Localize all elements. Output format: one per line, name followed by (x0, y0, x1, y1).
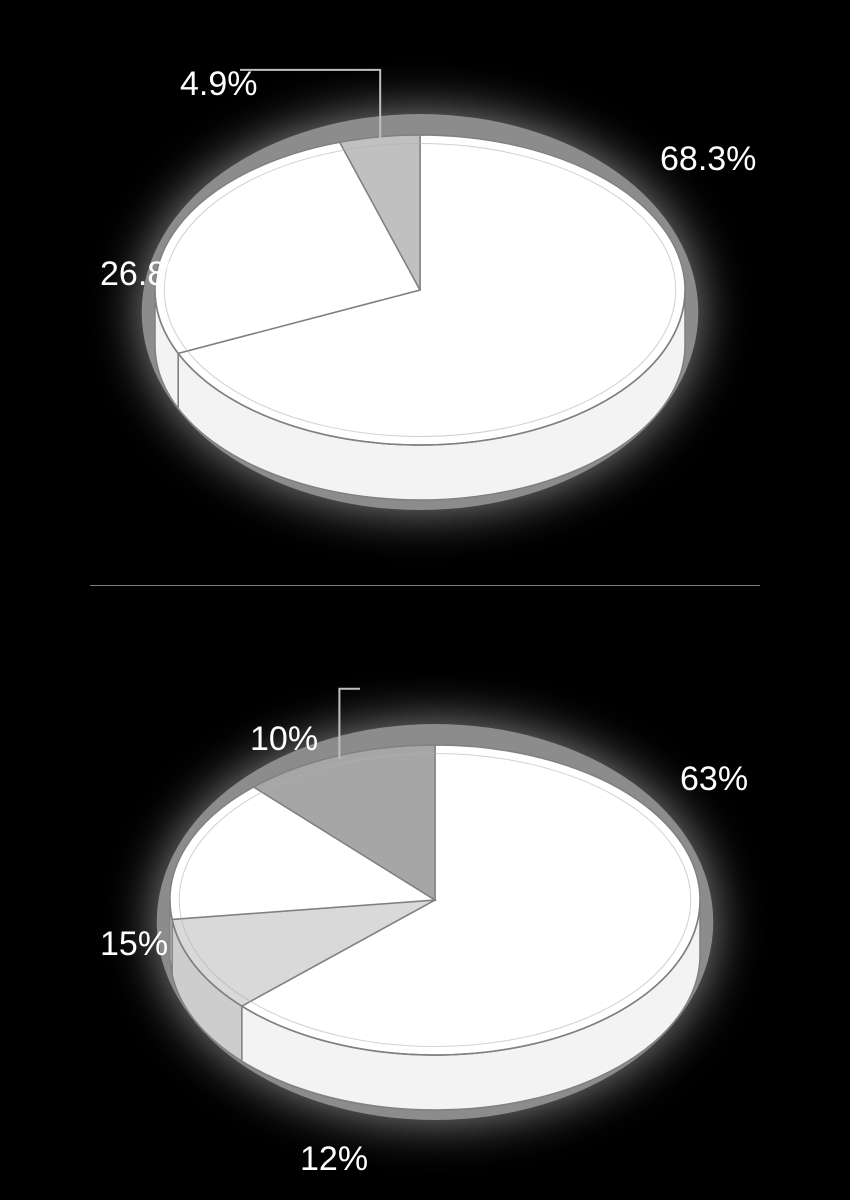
pie-bottom-label-1: 10% (250, 720, 318, 759)
chart-container: 68.3% 26.8% 4.9% 63% 10% 15% 12% (0, 0, 850, 1200)
pie-bottom-label-0: 63% (680, 760, 748, 799)
pie-top-label-2: 4.9% (180, 65, 258, 104)
pie-chart-bottom (0, 585, 850, 1200)
pie-top-label-1: 26.8% (100, 255, 196, 294)
pie-top-label-0: 68.3% (660, 140, 756, 179)
pie-bottom-label-3: 12% (300, 1140, 368, 1179)
pie-bottom-label-2: 15% (100, 925, 168, 964)
